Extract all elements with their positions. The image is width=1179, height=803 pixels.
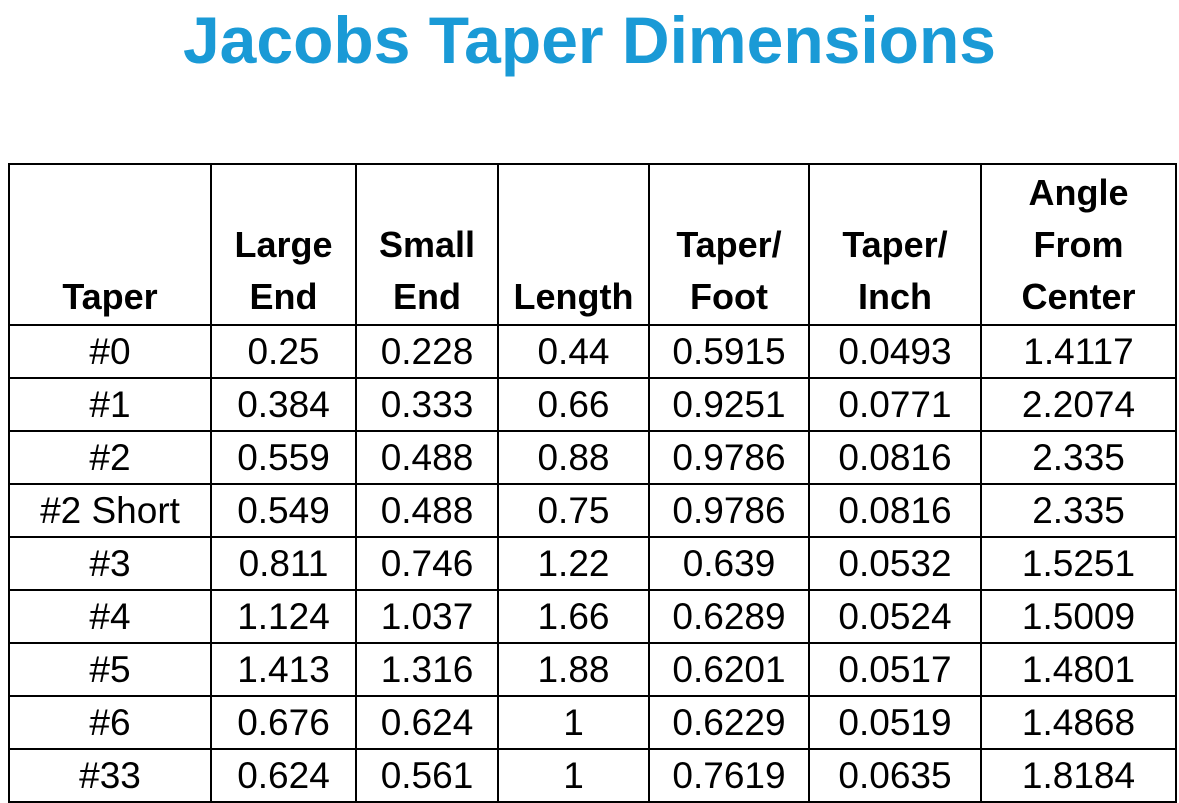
- table-cell: #0: [8, 324, 212, 379]
- table-cell: 0.0816: [808, 483, 982, 538]
- table-cell: 0.559: [210, 430, 357, 485]
- table-cell: 1.5251: [980, 536, 1177, 591]
- table-row: #2 0.559 0.488 0.88 0.9786 0.0816 2.335: [8, 430, 1177, 485]
- header-cell: Taper/ Inch: [808, 163, 982, 326]
- table-cell: 0.228: [355, 324, 499, 379]
- table-cell: 0.66: [497, 377, 650, 432]
- table-cell: 0.624: [210, 748, 357, 803]
- table-cell: 1.124: [210, 589, 357, 644]
- table-cell: #33: [8, 748, 212, 803]
- table-cell: 0.488: [355, 483, 499, 538]
- table-cell: 0.561: [355, 748, 499, 803]
- table-cell: 0.6229: [648, 695, 810, 750]
- table-cell: #6: [8, 695, 212, 750]
- table-row: #33 0.624 0.561 1 0.7619 0.0635 1.8184: [8, 748, 1177, 803]
- table-cell: 1.4801: [980, 642, 1177, 697]
- header-cell: Taper/ Foot: [648, 163, 810, 326]
- table-cell: 0.0635: [808, 748, 982, 803]
- table-cell: 0.0519: [808, 695, 982, 750]
- table-row: #0 0.25 0.228 0.44 0.5915 0.0493 1.4117: [8, 324, 1177, 379]
- table-cell: 1.037: [355, 589, 499, 644]
- table-row: #6 0.676 0.624 1 0.6229 0.0519 1.4868: [8, 695, 1177, 750]
- table-cell: 0.9786: [648, 483, 810, 538]
- table-cell: 1.22: [497, 536, 650, 591]
- table-cell: 0.88: [497, 430, 650, 485]
- table-cell: #4: [8, 589, 212, 644]
- table-body: #0 0.25 0.228 0.44 0.5915 0.0493 1.4117 #1 0.384…: [8, 324, 1177, 803]
- table-cell: 0.0524: [808, 589, 982, 644]
- header-cell: Angle From Center: [980, 163, 1177, 326]
- table-cell: 1: [497, 748, 650, 803]
- table-cell: #2: [8, 430, 212, 485]
- table-cell: 0.488: [355, 430, 499, 485]
- table-cell: 1.4117: [980, 324, 1177, 379]
- table-cell: 2.2074: [980, 377, 1177, 432]
- table-cell: 0.9251: [648, 377, 810, 432]
- table-cell: 1.413: [210, 642, 357, 697]
- table-cell: #5: [8, 642, 212, 697]
- table-cell: 0.624: [355, 695, 499, 750]
- table-cell: 0.7619: [648, 748, 810, 803]
- table-cell: 0.0816: [808, 430, 982, 485]
- table-cell: 1.4868: [980, 695, 1177, 750]
- table-cell: 0.639: [648, 536, 810, 591]
- header-row: Taper Large End Small End Length Taper/ Foot…: [8, 163, 1177, 326]
- header-cell: Taper: [8, 163, 212, 326]
- table-cell: 1.316: [355, 642, 499, 697]
- table-cell: #2 Short: [8, 483, 212, 538]
- table-cell: 0.811: [210, 536, 357, 591]
- header-cell: Length: [497, 163, 650, 326]
- table-cell: #3: [8, 536, 212, 591]
- page-title: Jacobs Taper Dimensions: [182, 3, 997, 77]
- table-cell: 0.75: [497, 483, 650, 538]
- table-cell: 1: [497, 695, 650, 750]
- table-row: #3 0.811 0.746 1.22 0.639 0.0532 1.5251: [8, 536, 1177, 591]
- table-row: #1 0.384 0.333 0.66 0.9251 0.0771 2.2074: [8, 377, 1177, 432]
- table-cell: 0.549: [210, 483, 357, 538]
- table-cell: 2.335: [980, 483, 1177, 538]
- table-row: #4 1.124 1.037 1.66 0.6289 0.0524 1.5009: [8, 589, 1177, 644]
- table-cell: 1.5009: [980, 589, 1177, 644]
- table-cell: 0.0517: [808, 642, 982, 697]
- table-cell: 0.384: [210, 377, 357, 432]
- header-cell: Small End: [355, 163, 499, 326]
- table-row: #5 1.413 1.316 1.88 0.6201 0.0517 1.4801: [8, 642, 1177, 697]
- table-cell: 0.6289: [648, 589, 810, 644]
- table-cell: 0.0493: [808, 324, 982, 379]
- table-cell: 2.335: [980, 430, 1177, 485]
- table-cell: 0.0532: [808, 536, 982, 591]
- table-cell: 0.676: [210, 695, 357, 750]
- header-cell: Large End: [210, 163, 357, 326]
- table-cell: 0.44: [497, 324, 650, 379]
- table-cell: 1.66: [497, 589, 650, 644]
- table-cell: 0.0771: [808, 377, 982, 432]
- table-cell: 0.25: [210, 324, 357, 379]
- table-cell: 1.88: [497, 642, 650, 697]
- table-cell: 0.5915: [648, 324, 810, 379]
- table-cell: #1: [8, 377, 212, 432]
- table-cell: 0.6201: [648, 642, 810, 697]
- table-row: #2 Short 0.549 0.488 0.75 0.9786 0.0816 2.335: [8, 483, 1177, 538]
- table-cell: 0.9786: [648, 430, 810, 485]
- table-cell: 1.8184: [980, 748, 1177, 803]
- table-cell: 0.333: [355, 377, 499, 432]
- table-cell: 0.746: [355, 536, 499, 591]
- taper-table: Taper Large End Small End Length Taper/ Foot…: [8, 163, 1177, 803]
